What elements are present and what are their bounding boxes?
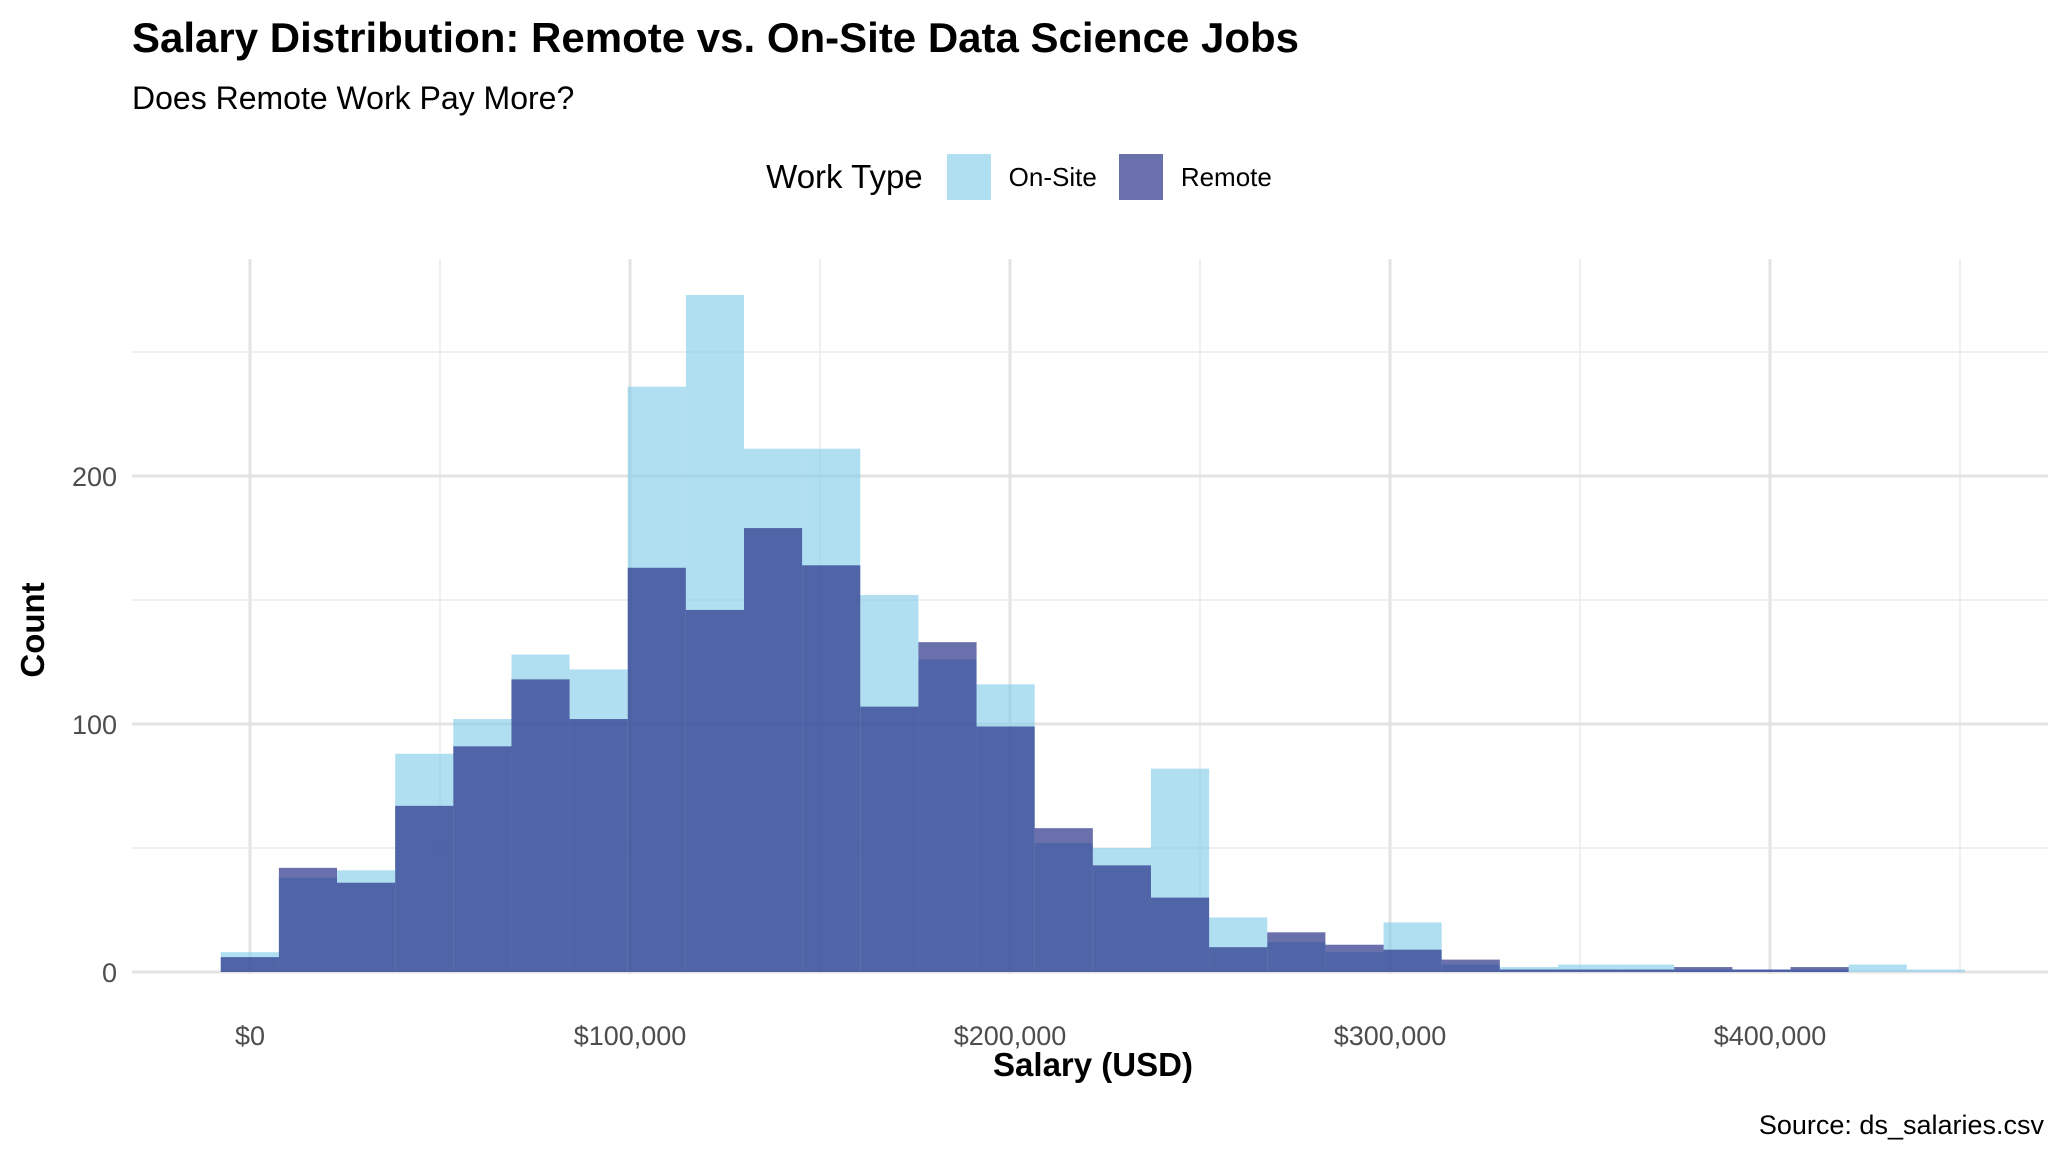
- bar-remote: [1383, 949, 1442, 972]
- bar-remote: [744, 528, 803, 972]
- legend-item-onsite: On-Site: [946, 154, 1097, 200]
- bar-remote: [1267, 932, 1326, 972]
- bar-remote: [511, 679, 570, 972]
- bar-remote: [1732, 969, 1791, 972]
- x-tick-label: $200,000: [954, 1021, 1067, 1051]
- source-caption: Source: ds_salaries.csv: [1758, 1110, 2044, 1140]
- bar-remote: [802, 565, 861, 972]
- legend-title: Work Type: [766, 158, 923, 195]
- bar-remote: [1616, 969, 1675, 972]
- bar-onsite: [1848, 964, 1907, 972]
- y-tick-label: 0: [102, 958, 117, 988]
- x-axis-ticks: $0 $100,000 $200,000 $300,000 $400,000: [235, 1021, 1826, 1051]
- bar-remote: [453, 746, 512, 972]
- bar-remote: [627, 567, 686, 972]
- y-tick-label: 100: [72, 710, 117, 740]
- x-axis-title: Salary (USD): [993, 1046, 1193, 1083]
- bar-remote: [1674, 967, 1733, 972]
- bar-remote: [1441, 959, 1500, 972]
- bar-remote: [976, 726, 1035, 972]
- x-tick-label: $300,000: [1334, 1021, 1447, 1051]
- y-tick-label: 200: [72, 462, 117, 492]
- bar-remote: [1209, 947, 1268, 972]
- bar-remote: [569, 719, 628, 972]
- bar-onsite: [1906, 969, 1965, 972]
- histogram-bars: [220, 294, 1965, 973]
- bar-remote: [395, 805, 454, 972]
- y-axis-title: Count: [14, 582, 51, 677]
- bar-remote: [1557, 969, 1617, 972]
- bar-remote: [337, 882, 396, 972]
- x-tick-label: $400,000: [1714, 1021, 1827, 1051]
- chart-title: Salary Distribution: Remote vs. On-Site …: [132, 14, 1299, 61]
- legend-label-onsite: On-Site: [1008, 161, 1097, 192]
- bar-remote: [860, 706, 919, 972]
- legend: Work Type On-Site Remote: [0, 152, 2060, 202]
- bar-remote: [1092, 865, 1151, 972]
- bar-remote: [278, 867, 338, 972]
- bar-remote: [220, 957, 279, 972]
- bar-onsite: [1557, 964, 1617, 972]
- bar-onsite: [1616, 964, 1675, 972]
- bar-remote: [1325, 944, 1384, 972]
- bar-remote: [685, 609, 744, 972]
- legend-label-remote: Remote: [1180, 161, 1272, 192]
- bar-remote: [1034, 828, 1093, 972]
- chart-subtitle: Does Remote Work Pay More?: [132, 80, 575, 116]
- bar-remote: [1499, 969, 1558, 972]
- bar-remote: [1790, 967, 1849, 972]
- x-tick-label: $0: [235, 1021, 265, 1051]
- x-tick-label: $100,000: [574, 1021, 687, 1051]
- legend-item-remote: Remote: [1118, 154, 1272, 200]
- bar-remote: [1150, 897, 1210, 972]
- y-axis-ticks: 0 100 200: [72, 462, 117, 988]
- bar-remote: [918, 642, 977, 972]
- legend-swatch-remote: [1118, 154, 1163, 200]
- legend-swatch-onsite: [946, 154, 991, 200]
